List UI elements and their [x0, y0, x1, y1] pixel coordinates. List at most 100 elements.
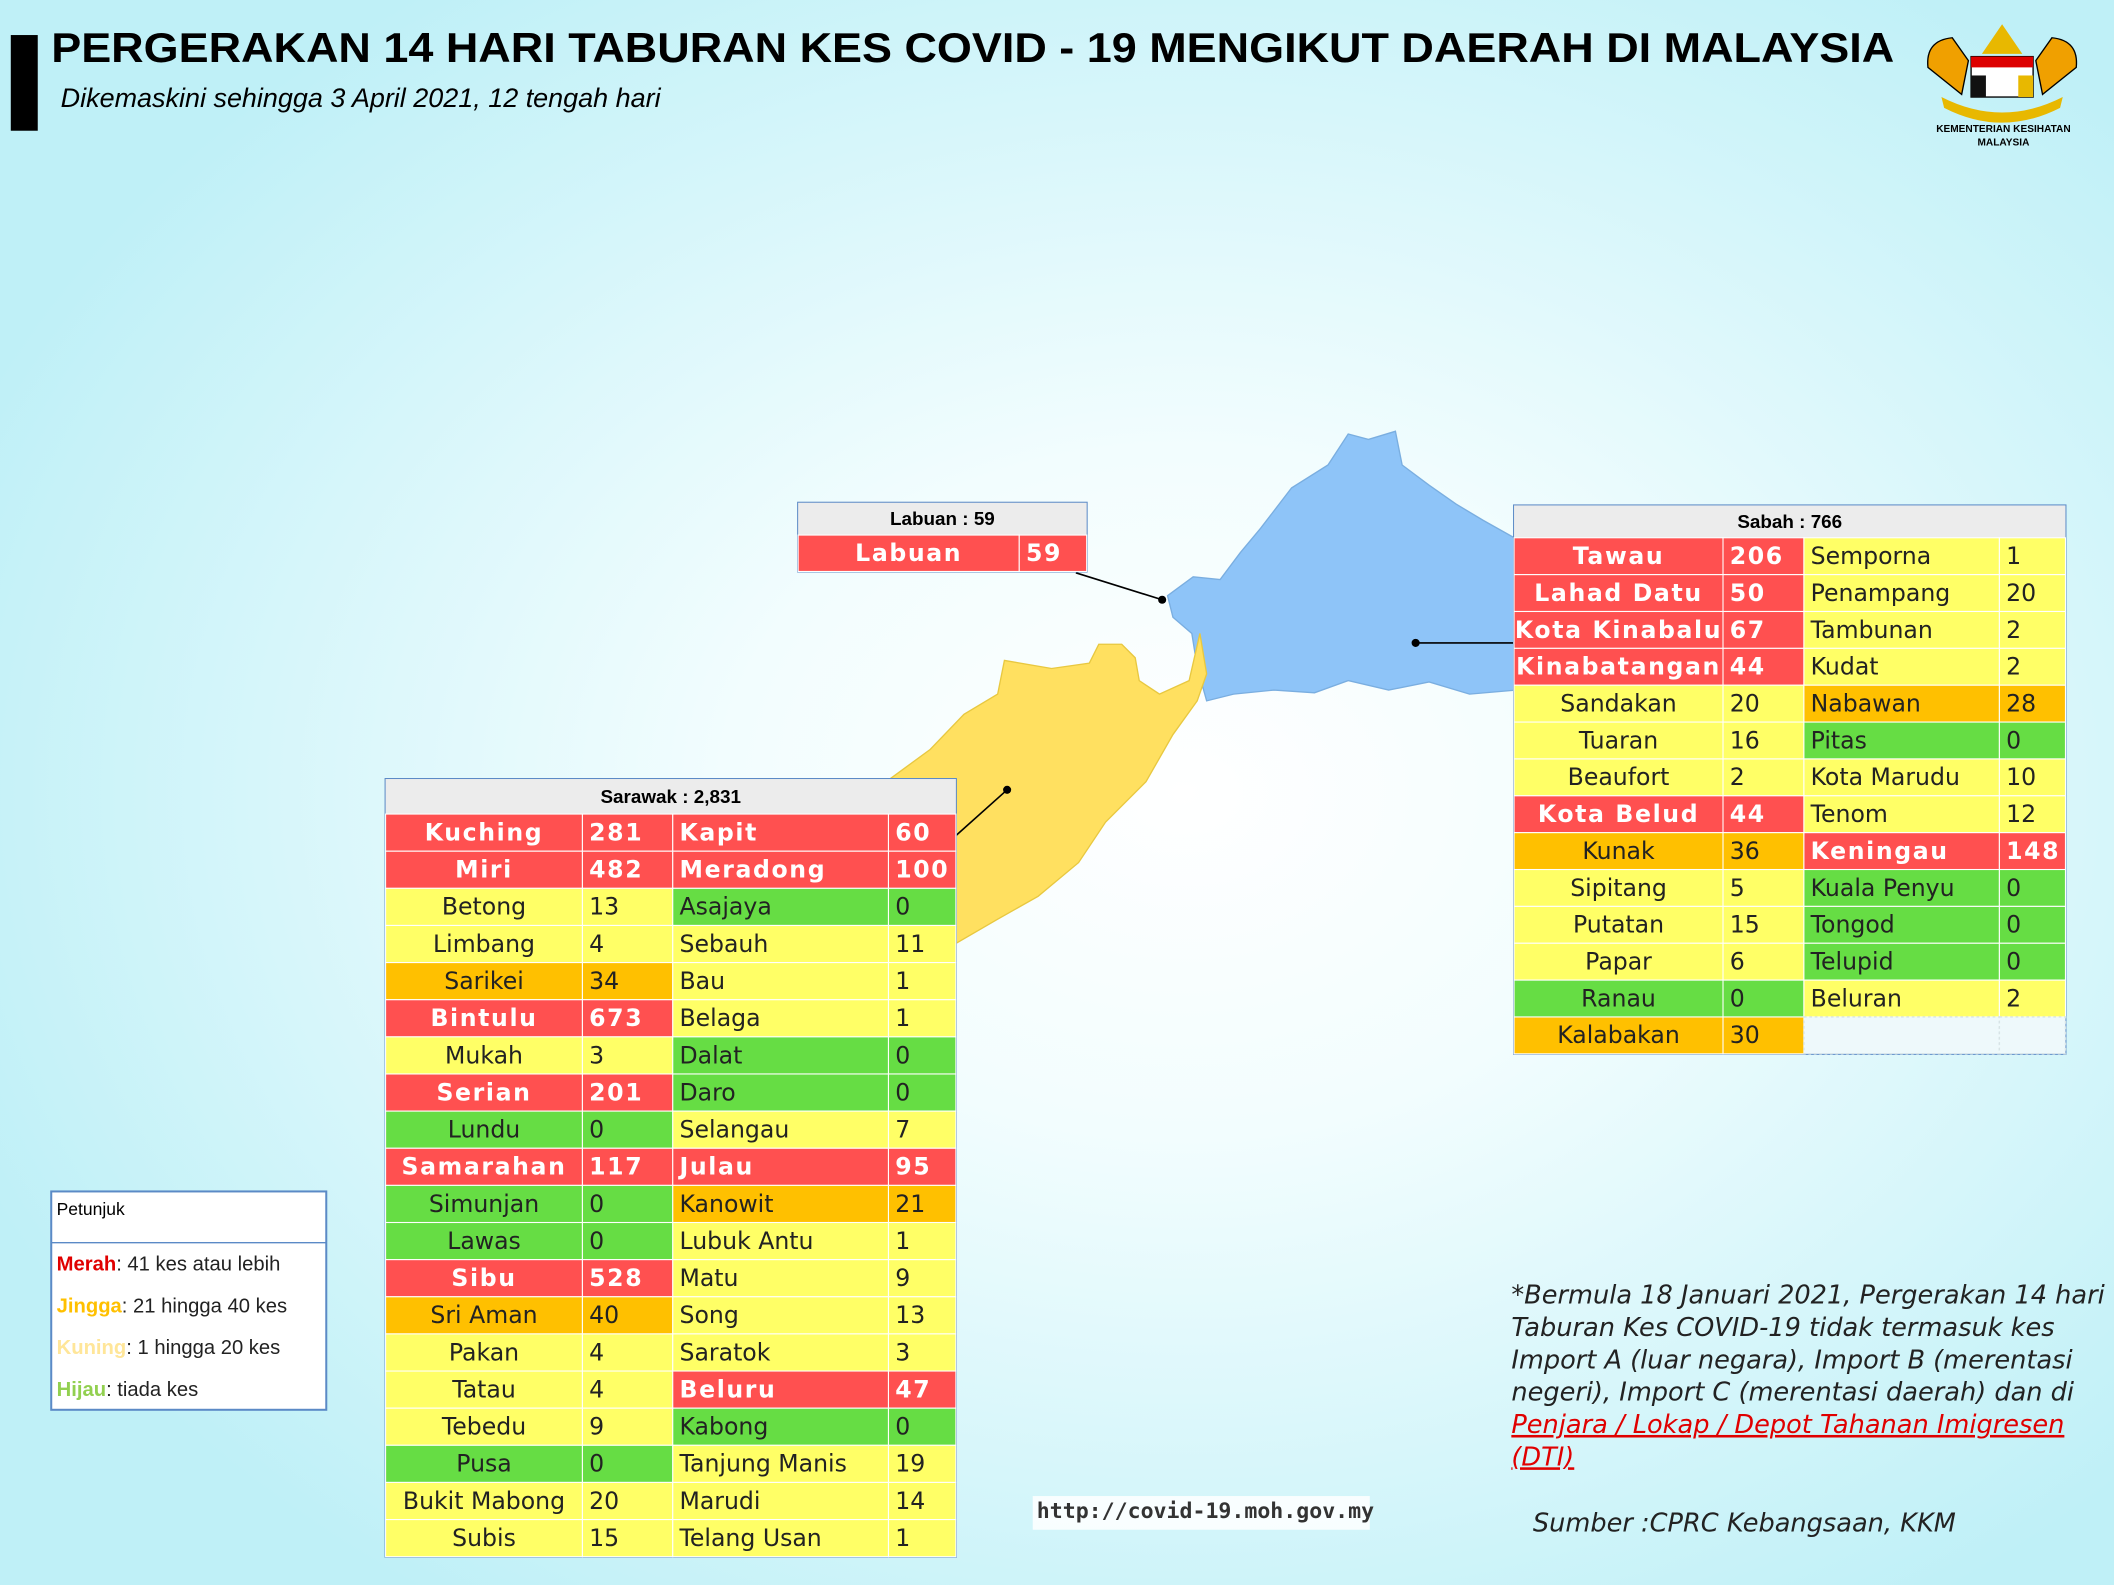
cases-cell: [1998, 537, 2067, 576]
legend-item: Merah: 41 kes atau lebih: [57, 1254, 281, 1276]
cases-cell: [1998, 721, 2067, 760]
district-name: Sebauh: [680, 930, 769, 958]
district-cases: 15: [1730, 911, 1760, 939]
legend: Petunjuk Merah: 41 kes atau lebih Jingga:…: [50, 1190, 328, 1411]
cases-cell: [1722, 1016, 1805, 1055]
name-cell: [1513, 610, 1724, 649]
district-cases: 1: [2006, 542, 2021, 570]
name-cell: [672, 1036, 890, 1075]
district-name: Keningau: [1811, 837, 1949, 865]
district-cases: 34: [589, 967, 619, 995]
district-cases: 4: [589, 1338, 604, 1366]
district-name: Nabawan: [1811, 689, 1921, 717]
name-cell: [672, 1259, 890, 1298]
name-cell: [1803, 574, 2000, 613]
legend-text: : 1 hingga 20 kes: [126, 1337, 280, 1359]
cases-cell: [1018, 534, 1088, 573]
district-name: Kunak: [1582, 837, 1655, 865]
district-name: Kudat: [1811, 653, 1879, 681]
district-cases: 482: [589, 856, 643, 884]
sarawak-region: [887, 633, 1208, 945]
district-name: Kapit: [680, 818, 759, 846]
cases-cell: [1722, 795, 1805, 834]
district-cases: 19: [895, 1450, 925, 1478]
url: http://covid-19.moh.gov.my: [1037, 1499, 1374, 1524]
district-cases: 0: [2006, 911, 2021, 939]
name-cell: [385, 1221, 583, 1261]
cases-cell: [1998, 979, 2067, 1018]
cases-cell: [887, 924, 957, 964]
district-name: Tawau: [1573, 542, 1665, 570]
district-name: Kuching: [425, 818, 544, 846]
cases-cell: [581, 1110, 674, 1149]
table-header: [798, 502, 1087, 536]
district-name: Saratok: [680, 1338, 771, 1366]
legend-label: Kuning: [57, 1337, 127, 1359]
name-cell: [385, 1519, 583, 1558]
cases-cell: [1998, 574, 2067, 613]
district-cases: 13: [589, 893, 619, 921]
name-cell: [1513, 537, 1724, 576]
district-cases: 528: [589, 1264, 643, 1292]
district-cases: 1: [895, 1004, 910, 1032]
name-cell: [1513, 1016, 1724, 1055]
district-cases: 5: [1730, 874, 1745, 902]
district-name: Tebedu: [441, 1413, 526, 1441]
district-name: Lundu: [448, 1116, 521, 1144]
note-line: negeri), Import C (merentasi daerah) dan…: [1511, 1378, 2074, 1408]
district-cases: 148: [2006, 837, 2060, 865]
district-name: Sri Aman: [430, 1301, 537, 1329]
cases-cell: [581, 1147, 674, 1186]
district-cases: 14: [895, 1487, 925, 1515]
district-name: Kota Marudu: [1811, 763, 1960, 791]
name-cell: [385, 850, 583, 889]
cases-cell: [887, 1296, 957, 1335]
district-cases: 0: [589, 1227, 604, 1255]
cases-cell: [581, 1073, 674, 1112]
name-cell: [1513, 905, 1724, 944]
district-table: Sarawak : 2,831 Kuching 281 Kapit 60 Miri 482 M…: [384, 778, 957, 1558]
leader-dot: [1003, 785, 1012, 794]
district-name: Kinabatangan: [1516, 653, 1721, 681]
district-name: Lahad Datu: [1534, 579, 1702, 607]
legend-label: Jingga: [57, 1296, 123, 1318]
district-name: Tongod: [1810, 911, 1895, 939]
district-cases: 20: [589, 1487, 619, 1515]
district-name: Miri: [455, 856, 513, 884]
cases-cell: [1998, 647, 2067, 686]
district-cases: 13: [895, 1301, 925, 1329]
district-cases: 0: [895, 1413, 910, 1441]
cases-cell: [1722, 979, 1805, 1018]
cases-cell: [581, 1333, 674, 1372]
district-cases: 7: [895, 1116, 910, 1144]
logo: KEMENTERIAN KESIHATAN MALAYSIA: [1927, 24, 2078, 149]
district-cases: 0: [895, 1041, 910, 1069]
cases-cell: [1998, 758, 2067, 797]
district-cases: 6: [1730, 948, 1745, 976]
district-name: Marudi: [680, 1487, 761, 1515]
district-cases: 0: [2006, 874, 2021, 902]
district-name: Mukah: [445, 1041, 523, 1069]
name-cell: [1513, 647, 1724, 686]
empty-cell: [1998, 1016, 2067, 1055]
district-name: Beluru: [680, 1375, 777, 1403]
cases-cell: [1998, 905, 2067, 944]
cases-cell: [581, 999, 674, 1038]
cases-cell: [887, 1073, 957, 1112]
table-header: [385, 779, 956, 815]
district-cases: 117: [589, 1153, 643, 1181]
name-cell: [385, 1296, 583, 1335]
district-name: Samarahan: [402, 1153, 567, 1181]
district-cases: 9: [895, 1264, 910, 1292]
cases-cell: [887, 1370, 957, 1409]
name-cell: [385, 1481, 583, 1521]
district-name: Ranau: [1581, 984, 1656, 1012]
note-line: *Bermula 18 Januari 2021, Pergerakan 14 …: [1511, 1281, 2104, 1311]
district-name: Matu: [680, 1264, 739, 1292]
district-cases: 0: [589, 1450, 604, 1478]
district-cases: 60: [895, 818, 931, 846]
district-cases: 2: [2006, 653, 2021, 681]
sabah-region: [1166, 430, 1518, 702]
district-cases: 3: [589, 1041, 604, 1069]
district-name: Sipitang: [1570, 874, 1667, 902]
